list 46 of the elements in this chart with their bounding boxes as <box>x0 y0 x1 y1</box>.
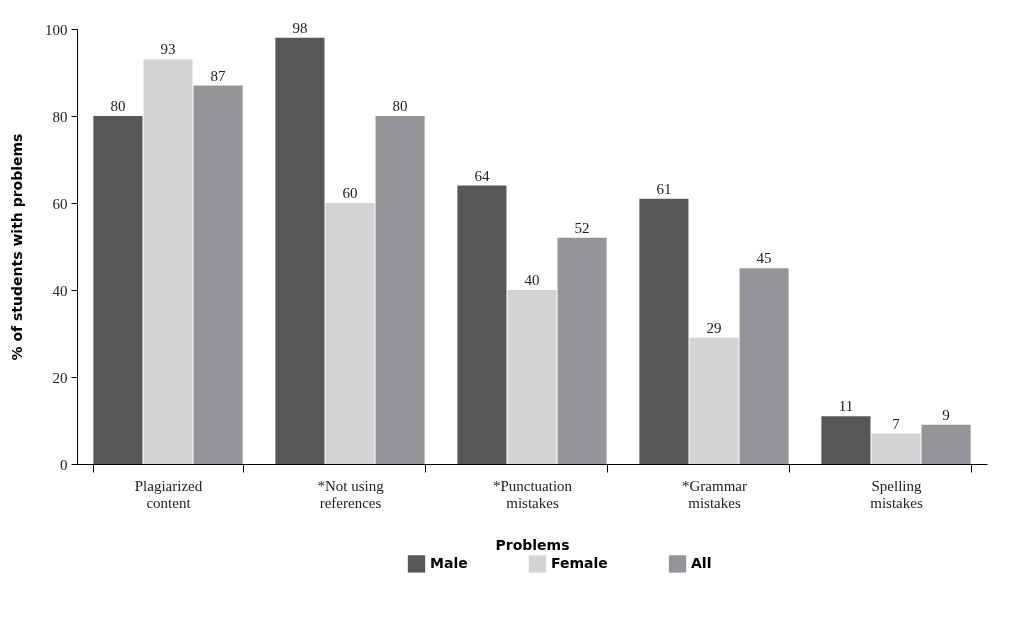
x-tick-label: *Grammar mistakes <box>682 477 747 511</box>
bar <box>739 268 789 464</box>
x-tick-label: Plagiarized content <box>134 477 203 511</box>
bar <box>689 337 739 464</box>
bar <box>871 433 921 464</box>
data-label: 40 <box>524 272 540 288</box>
x-tick-label: *Punctuation mistakes <box>492 477 573 511</box>
data-label: 29 <box>706 319 722 336</box>
data-label: 98 <box>292 19 308 36</box>
bar <box>507 290 557 464</box>
data-label: 45 <box>756 250 772 267</box>
data-label: 61 <box>656 180 672 197</box>
y-tick-label: 80 <box>52 108 68 125</box>
bar <box>921 424 971 464</box>
legend-label: All <box>691 554 712 571</box>
bar <box>93 116 143 464</box>
y-tick-label: 0 <box>60 456 68 473</box>
bar <box>457 185 507 464</box>
data-label: 52 <box>574 219 590 236</box>
y-axis-title: % of students with problems <box>9 133 25 361</box>
x-tick-label: Spelling mistakes <box>870 477 923 511</box>
bar <box>557 237 607 464</box>
bar <box>639 198 689 464</box>
data-label: 9 <box>942 406 950 423</box>
data-label: 80 <box>392 98 408 114</box>
bar <box>821 416 871 464</box>
data-label: 11 <box>838 398 854 415</box>
bar <box>143 59 193 464</box>
bar <box>375 116 425 464</box>
data-label: 7 <box>892 415 901 432</box>
data-label: 87 <box>210 67 227 84</box>
bar <box>193 85 243 464</box>
data-label: 60 <box>342 185 358 201</box>
legend-label: Female <box>551 554 608 571</box>
x-tick-label: *Not using references <box>317 477 385 511</box>
x-axis-title: Problems <box>495 536 570 553</box>
y-tick-label: 20 <box>52 369 68 386</box>
data-label: 80 <box>110 98 126 114</box>
bar <box>275 37 325 464</box>
y-tick-label: 100 <box>45 21 68 38</box>
bar <box>325 203 375 464</box>
data-label: 64 <box>474 167 490 184</box>
y-tick-label: 40 <box>52 282 68 299</box>
data-label: 93 <box>160 41 176 58</box>
legend-label: Male <box>430 554 468 571</box>
y-tick-label: 60 <box>52 195 68 212</box>
